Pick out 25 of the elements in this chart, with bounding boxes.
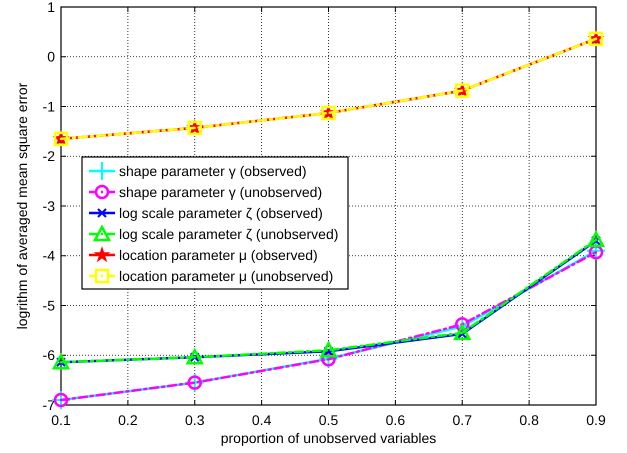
y-tick-label: -2 <box>42 148 56 164</box>
y-tick-label: 0 <box>47 48 56 65</box>
x-tick-label: 0.5 <box>318 412 338 428</box>
legend-label: log scale parameter ζ (unobserved) <box>119 226 338 242</box>
legend-label: location parameter μ (observed) <box>119 246 318 263</box>
y-tick-label: -1 <box>42 98 56 114</box>
legend-label: shape parameter γ (observed) <box>119 162 307 179</box>
y-axis-title: logrithm of averaged mean square error <box>14 82 30 330</box>
x-tick-label: 0.6 <box>386 412 406 428</box>
x-axis-title: proportion of unobserved variables <box>220 430 436 446</box>
x-tick-label: 0.7 <box>452 412 472 428</box>
x-tick-label: 0.3 <box>185 412 205 428</box>
y-tick-label: -6 <box>42 347 56 364</box>
legend-label: shape parameter γ (unobserved) <box>119 184 322 200</box>
x-tick-label: 0.2 <box>118 412 138 428</box>
y-tick-label: -4 <box>42 248 56 264</box>
x-tick-label: 0.4 <box>252 412 272 428</box>
y-tick-label: -5 <box>42 297 56 314</box>
x-tick-label: 0.8 <box>519 412 540 428</box>
legend-label: location parameter μ (unobserved) <box>119 268 334 284</box>
legend-label: log scale parameter ζ (observed) <box>119 204 323 221</box>
x-tick-label: 0.1 <box>51 412 71 428</box>
y-tick-label: -3 <box>42 198 56 214</box>
x-tick-label: 0.9 <box>586 412 606 428</box>
y-tick-label: 1 <box>47 0 56 15</box>
